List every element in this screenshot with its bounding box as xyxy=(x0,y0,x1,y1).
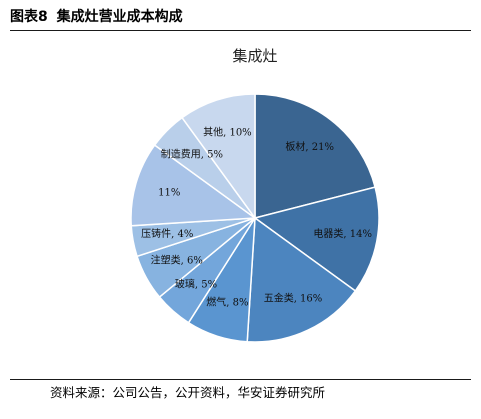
figure-source: 资料来源：公司公告，公开资料，华安证券研究所 xyxy=(10,379,471,405)
figure-title: 集成灶营业成本构成 xyxy=(56,9,183,25)
pie-slice xyxy=(130,144,258,227)
slice-label: 压铸件, 4% xyxy=(141,227,193,240)
slice-label: 板材, 21% xyxy=(285,140,334,153)
pie-slice xyxy=(254,93,377,219)
slice-label: 制造费用, 5% xyxy=(161,147,223,160)
slice-label: 注塑类, 6% xyxy=(151,254,203,267)
figure-number: 图表8 xyxy=(10,9,48,25)
chart-title: 集成灶 xyxy=(232,47,277,65)
slice-label: 玻璃, 5% xyxy=(175,278,217,291)
slice-label: 电器类, 14% xyxy=(313,227,372,240)
slice-label: 五金类, 16% xyxy=(264,291,323,304)
slice-label: 11% xyxy=(158,188,180,199)
pie-slice xyxy=(253,186,380,292)
slice-label: 其他, 10% xyxy=(203,126,252,139)
figure-header: 图表8 集成灶营业成本构成 xyxy=(10,4,471,31)
pie-slice xyxy=(181,93,256,221)
pie-chart: 集成灶 板材, 21% 电器类, 14% 五金类, 16% 燃气, 8% 玻璃, 5% 注… xyxy=(130,47,380,343)
slice-label: 燃气, 8% xyxy=(206,295,248,308)
pie-slice xyxy=(246,216,357,343)
chart-area: 集成灶 板材, 21% 电器类, 14% 五金类, 16% 燃气, 8% 玻璃, 5% 注… xyxy=(0,32,481,377)
